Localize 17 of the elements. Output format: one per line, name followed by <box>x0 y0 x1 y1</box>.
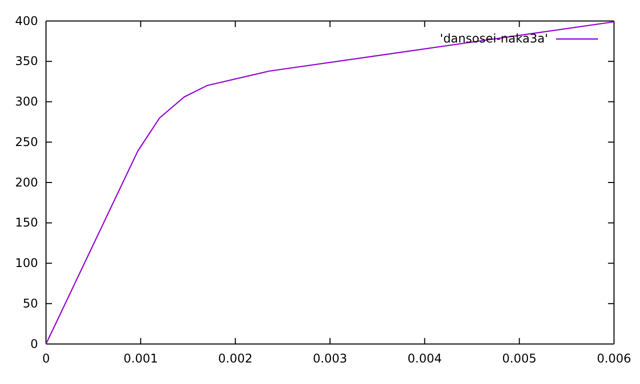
y-tick-label: 0 <box>30 336 38 351</box>
y-tick-label: 150 <box>15 216 38 230</box>
x-tick-label: 0.003 <box>312 352 348 366</box>
x-tick-label: 0 <box>42 352 50 366</box>
y-tick-label: 300 <box>15 94 38 109</box>
y-tick-label: 50 <box>22 296 38 310</box>
x-tick-label: 0.005 <box>502 352 537 366</box>
x-tick-label: 0.004 <box>407 352 442 366</box>
y-tick-label: 250 <box>15 134 38 149</box>
x-tick-label: 0.006 <box>596 352 632 366</box>
y-tick-label: 350 <box>15 54 38 68</box>
y-tick-label: 400 <box>15 14 38 28</box>
x-tick-label: 0.001 <box>123 352 158 366</box>
x-tick-label: 0.002 <box>218 352 253 366</box>
line-series <box>45 21 615 345</box>
y-tick-label: 200 <box>15 175 38 190</box>
y-tick-label: 100 <box>15 256 38 270</box>
